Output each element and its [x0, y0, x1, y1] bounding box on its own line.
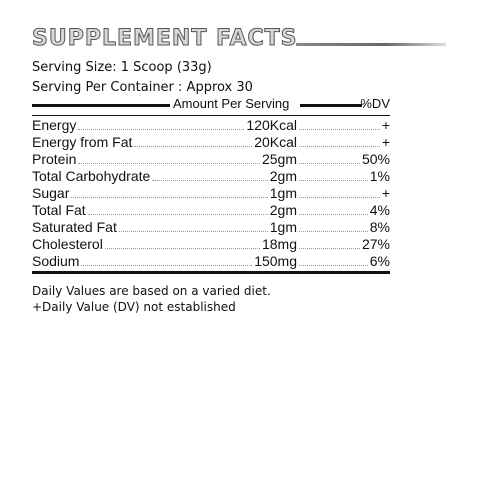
leader — [71, 197, 268, 198]
daily-value: 50% — [361, 151, 390, 167]
leader — [299, 197, 380, 198]
daily-value: + — [381, 185, 390, 201]
name-amount: Protein 25gm — [32, 151, 297, 168]
leader — [87, 214, 268, 215]
dv-cell: + — [297, 185, 390, 202]
amount: 1gm — [269, 219, 297, 235]
name-amount: Total Carbohydrate 2gm — [32, 168, 297, 185]
nutrient-name: Protein — [32, 151, 77, 167]
nutrient-row: Energy 120Kcal + — [32, 117, 390, 134]
column-header: Amount Per Serving %DV — [32, 96, 390, 112]
name-amount: Energy 120Kcal — [32, 117, 297, 134]
leader — [299, 180, 368, 181]
dv-cell: + — [297, 134, 390, 151]
dv-cell: 50% — [297, 151, 390, 168]
nutrient-name: Saturated Fat — [32, 219, 117, 235]
nutrient-row: Cholesterol 18mg 27% — [32, 236, 390, 253]
dv-cell: 27% — [297, 236, 390, 253]
dv-header: %DV — [360, 96, 390, 111]
leader — [134, 146, 253, 147]
rule — [32, 271, 390, 274]
amount: 25gm — [261, 151, 297, 167]
daily-value: 4% — [369, 202, 390, 218]
name-amount: Saturated Fat 1gm — [32, 219, 297, 236]
nutrient-row: Energy from Fat 20Kcal + — [32, 134, 390, 151]
nutrient-row: Protein 25gm 50% — [32, 151, 390, 168]
amount-header: Amount Per Serving — [173, 96, 290, 111]
amount: 120Kcal — [246, 117, 297, 133]
nutrient-name: Energy — [32, 117, 77, 133]
note: Daily Values are based on a varied diet. — [32, 284, 271, 298]
leader — [299, 214, 368, 215]
name-amount: Total Fat 2gm — [32, 202, 297, 219]
dv-cell: 4% — [297, 202, 390, 219]
rule — [300, 104, 362, 107]
serving-size: Serving Size: 1 Scoop (33g) — [32, 60, 212, 75]
nutrient-row: Sugar 1gm + — [32, 185, 390, 202]
leader — [299, 265, 368, 266]
nutrient-row: Saturated Fat 1gm 8% — [32, 219, 390, 236]
nutrient-name: Sugar — [32, 185, 70, 201]
nutrient-name: Total Fat — [32, 202, 86, 218]
dv-cell: 6% — [297, 253, 390, 270]
leader — [78, 129, 245, 130]
name-amount: Energy from Fat 20Kcal — [32, 134, 297, 151]
leader — [299, 163, 360, 164]
amount: 2gm — [269, 168, 297, 184]
name-amount: Sugar 1gm — [32, 185, 297, 202]
leader — [78, 163, 260, 164]
daily-value: 1% — [369, 168, 390, 184]
rule — [32, 104, 170, 107]
leader — [118, 231, 268, 232]
amount: 18mg — [261, 236, 297, 252]
amount: 150mg — [254, 253, 297, 269]
dv-cell: 1% — [297, 168, 390, 185]
nutrient-row: Sodium 150mg 6% — [32, 253, 390, 270]
name-amount: Sodium 150mg — [32, 253, 297, 270]
dv-cell: 8% — [297, 219, 390, 236]
daily-value: 8% — [369, 219, 390, 235]
daily-value: 6% — [369, 253, 390, 269]
nutrient-row: Total Fat 2gm 4% — [32, 202, 390, 219]
note: +Daily Value (DV) not established — [32, 300, 236, 314]
nutrient-name: Energy from Fat — [32, 134, 133, 150]
amount: 20Kcal — [254, 134, 297, 150]
amount: 1gm — [269, 185, 297, 201]
leader — [299, 146, 380, 147]
leader — [152, 180, 268, 181]
leader — [299, 231, 368, 232]
leader — [104, 248, 260, 249]
daily-value: + — [381, 134, 390, 150]
nutrient-name: Total Carbohydrate — [32, 168, 151, 184]
leader — [299, 248, 360, 249]
daily-value: 27% — [361, 236, 390, 252]
nutrient-rows: Energy 120Kcal + Energy from Fat 20Kcal + Prot… — [32, 117, 390, 270]
dv-cell: + — [297, 117, 390, 134]
name-amount: Cholesterol 18mg — [32, 236, 297, 253]
title-rule — [296, 43, 446, 46]
daily-value: + — [381, 117, 390, 133]
rule — [32, 115, 390, 116]
nutrient-name: Cholesterol — [32, 236, 103, 252]
nutrient-row: Total Carbohydrate 2gm 1% — [32, 168, 390, 185]
title: SUPPLEMENT FACTS — [32, 26, 298, 52]
nutrient-name: Sodium — [32, 253, 80, 269]
leader — [299, 129, 380, 130]
leader — [81, 265, 253, 266]
amount: 2gm — [269, 202, 297, 218]
serving-per-container: Serving Per Container : Approx 30 — [32, 80, 253, 95]
